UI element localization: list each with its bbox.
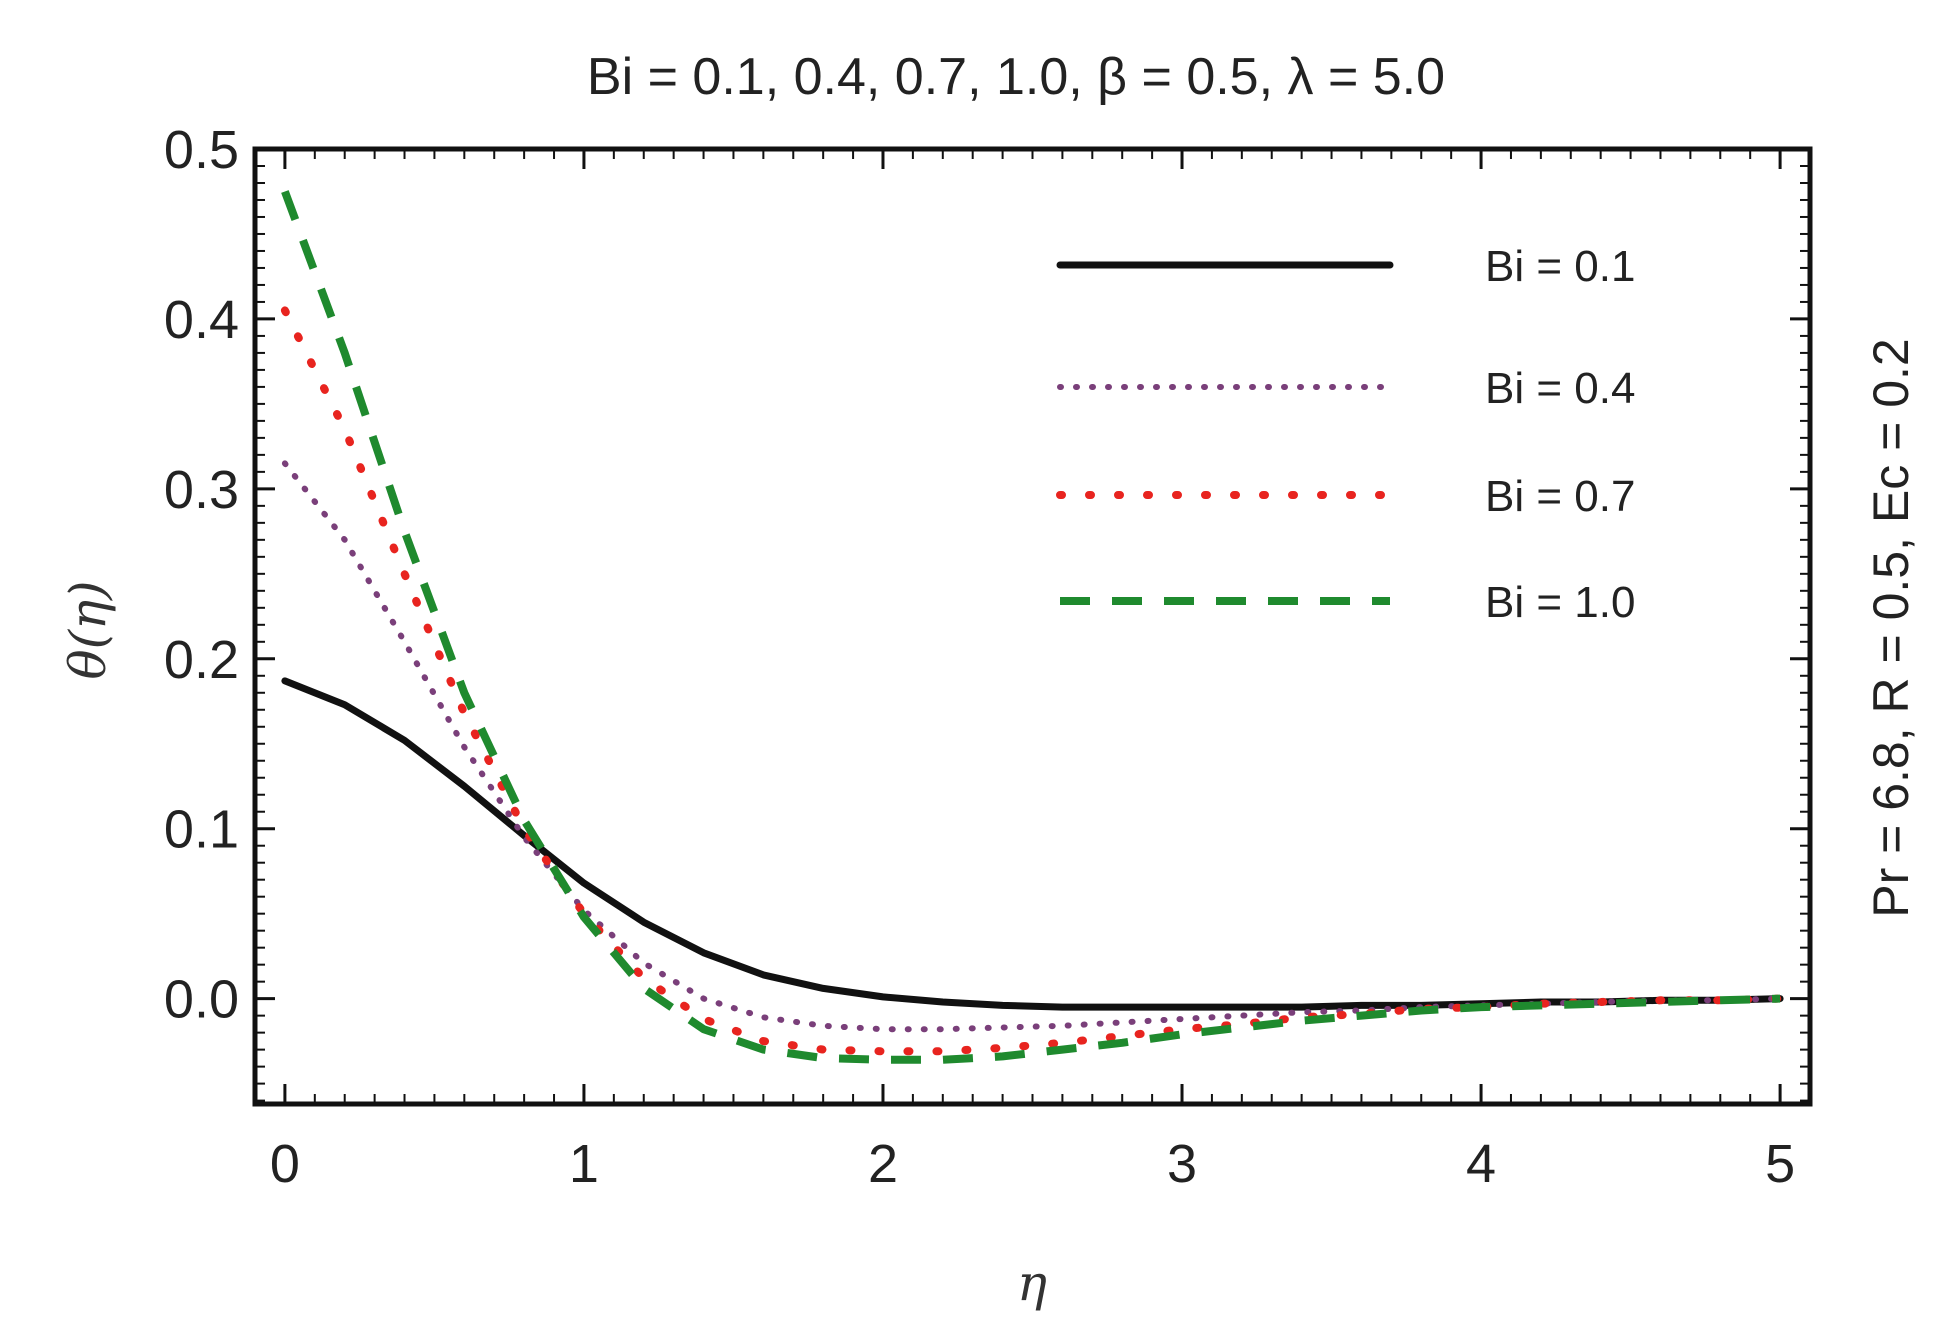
y-tick-labels: 0.0 0.1 0.2 0.3 0.4 0.5 <box>164 120 239 1030</box>
y-tick-label: 0.0 <box>164 970 239 1030</box>
series-line <box>280 306 1785 1056</box>
side-parameter-annotation: Pr = 6.8, R = 0.5, Ec = 0.2 <box>1863 338 1919 918</box>
x-tick-labels: 0 1 2 3 4 5 <box>270 1134 1795 1194</box>
y-tick-label: 0.1 <box>164 800 239 860</box>
legend-label: Bi = 0.7 <box>1485 472 1635 521</box>
y-tick-label: 0.3 <box>164 460 239 520</box>
series-line <box>281 460 1784 1033</box>
x-tick-label: 2 <box>868 1134 898 1194</box>
plot-frame <box>252 146 1813 1107</box>
legend-label: Bi = 0.1 <box>1485 242 1635 291</box>
legend: Bi = 0.1 Bi = 0.4 Bi = 0.7 Bi = 1.0 <box>1056 242 1635 627</box>
x-axis-label: η <box>1017 1254 1047 1312</box>
legend-label: Bi = 0.4 <box>1485 364 1635 413</box>
series-line <box>281 190 1781 1064</box>
x-tick-label: 4 <box>1466 1134 1496 1194</box>
legend-label: Bi = 1.0 <box>1485 578 1635 627</box>
x-tick-label: 5 <box>1765 1134 1795 1194</box>
x-tick-label: 3 <box>1167 1134 1197 1194</box>
y-tick-label: 0.2 <box>164 630 239 690</box>
series-line <box>281 677 1784 1011</box>
plot-series <box>280 190 1785 1064</box>
y-tick-label: 0.5 <box>164 120 239 180</box>
chart-title: Bi = 0.1, 0.4, 0.7, 1.0, β = 0.5, λ = 5.… <box>587 48 1445 106</box>
x-tick-label: 1 <box>569 1134 599 1194</box>
y-axis-label: θ(η) <box>59 580 117 679</box>
x-tick-label: 0 <box>270 1134 300 1194</box>
y-tick-label: 0.4 <box>164 290 239 350</box>
